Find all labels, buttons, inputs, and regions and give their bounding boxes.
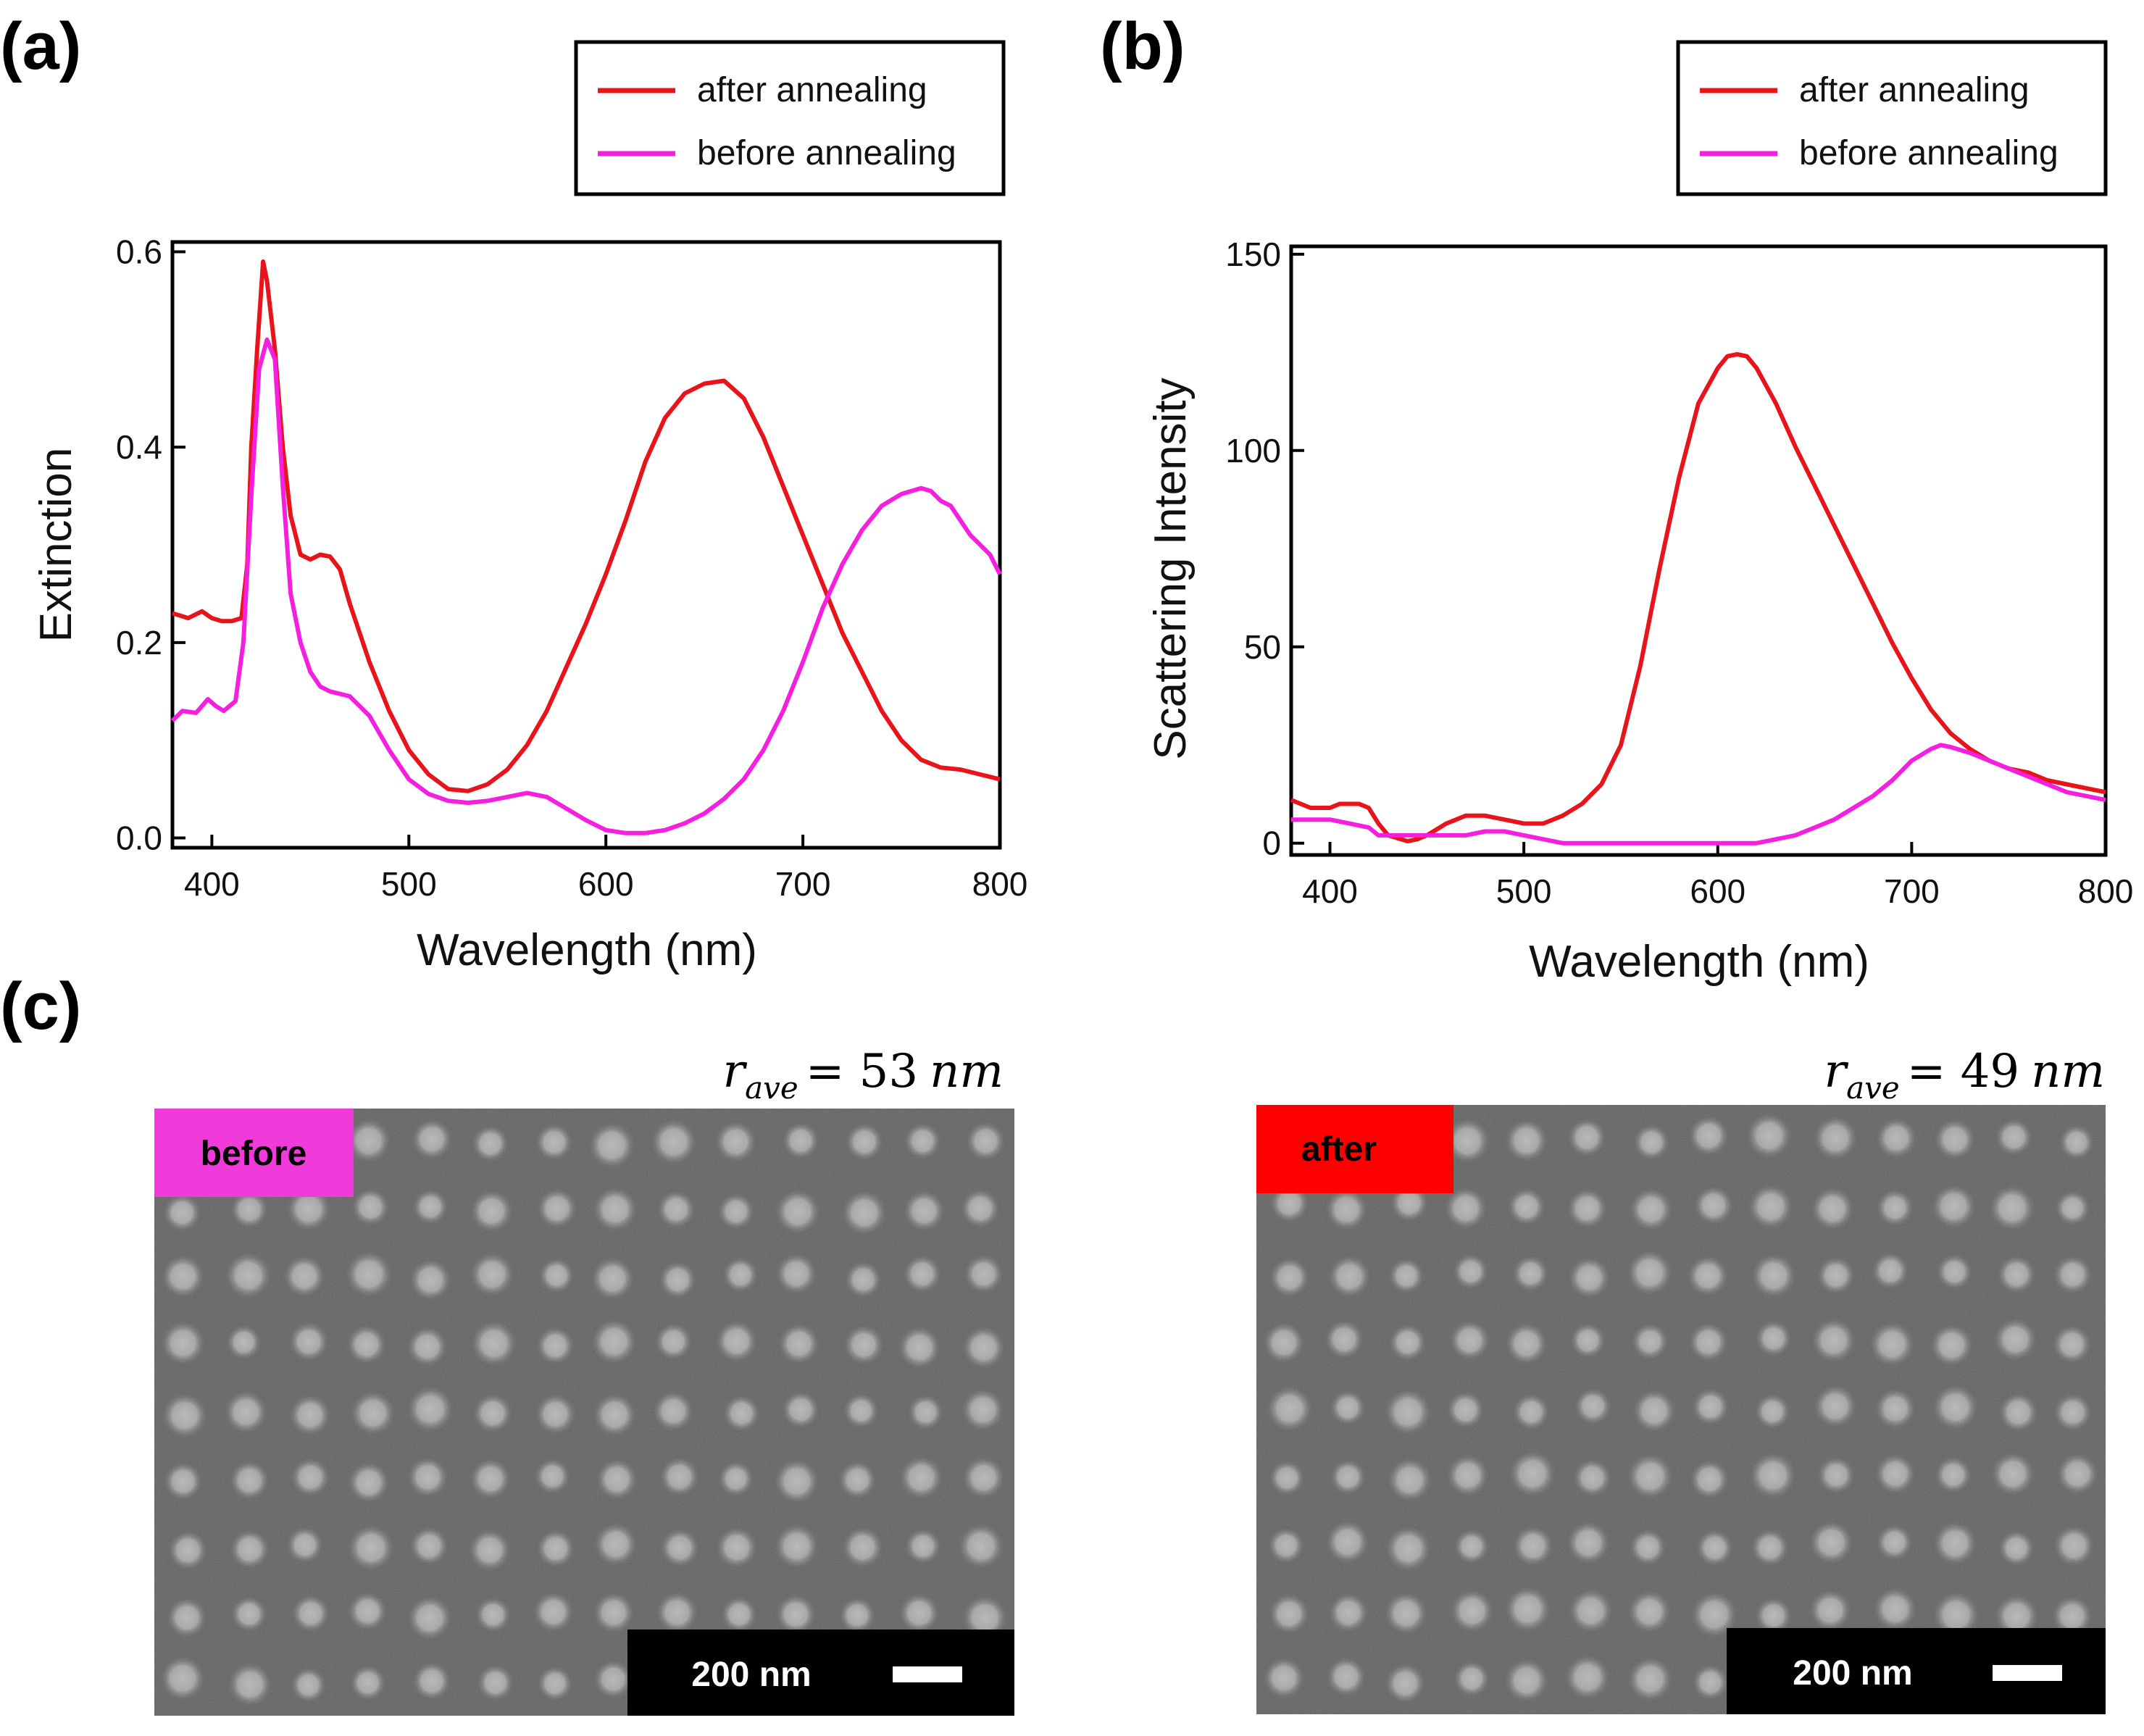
sem-after-panel: rave = 49 nm after 200 nm	[1256, 1045, 2106, 1714]
series-line-before	[170, 337, 1002, 835]
r-ave-before: rave = 53 nm	[722, 1045, 1004, 1106]
legend-label-after-a: after annealing	[697, 71, 927, 109]
y-tick-label: 0.4	[116, 428, 162, 466]
x-axis-b: 400 500 600 700 800	[1302, 842, 2133, 910]
legend-label-before-b: before annealing	[1799, 134, 2059, 172]
x-tick-label: 400	[184, 865, 240, 903]
after-badge	[1256, 1105, 1453, 1193]
x-tick-label: 400	[1302, 872, 1358, 910]
y-tick-label: 50	[1244, 628, 1281, 666]
y-tick-label: 0.2	[116, 624, 162, 662]
x-tick-label: 800	[2078, 872, 2134, 910]
series-line-after	[1290, 352, 2106, 843]
x-tick-label: 600	[578, 865, 634, 903]
r-ave-after: rave = 49 nm	[1824, 1045, 2105, 1106]
legend-label-after-b: after annealing	[1799, 71, 2030, 109]
x-axis-title-b: Wavelength (nm)	[1529, 937, 1869, 987]
plot-frame-b	[1289, 244, 2108, 857]
x-tick-label: 500	[381, 865, 437, 903]
series-group-a	[170, 259, 1002, 835]
legend-label-before-a: before annealing	[697, 134, 956, 172]
scale-bar-label-after: 200 nm	[1793, 1654, 1912, 1693]
extinction-chart: 0.0 0.2 0.4 0.6 400 500 600 700 800 Wavelength …	[31, 40, 1027, 975]
y-tick-label: 0.0	[116, 819, 162, 857]
x-axis-a: 400 500 600 700 800	[184, 835, 1027, 903]
x-tick-label: 500	[1496, 872, 1552, 910]
legend-b: after annealing before annealing	[1676, 40, 2108, 196]
y-tick-label: 150	[1225, 235, 1281, 273]
y-axis-a: 0.0 0.2 0.4 0.6	[116, 233, 185, 857]
y-axis-title-b: Scattering Intensity	[1146, 377, 1196, 759]
y-axis-b: 0 50 100 150	[1225, 235, 1304, 862]
x-tick-label: 800	[972, 865, 1028, 903]
before-badge-label: before	[201, 1135, 307, 1173]
legend-a: after annealing before annealing	[574, 40, 1006, 196]
y-tick-label: 0	[1262, 825, 1281, 862]
y-axis-title-a: Extinction	[31, 448, 81, 643]
panel-label-c: (c)	[0, 969, 81, 1043]
sem-before-panel: rave = 53 nm before 200 nm	[154, 1045, 1014, 1716]
y-tick-label: 100	[1225, 432, 1281, 470]
x-tick-label: 700	[775, 865, 831, 903]
y-tick-label: 0.6	[116, 233, 162, 270]
panel-label-b: (b)	[1100, 9, 1185, 83]
panel-label-a: (a)	[0, 9, 81, 83]
sem-noise-before	[154, 1109, 1014, 1716]
series-line-before	[1291, 743, 2106, 846]
x-tick-label: 600	[1690, 872, 1745, 910]
before-badge	[154, 1109, 354, 1197]
legend-box-a	[574, 40, 1006, 196]
scale-bar-label-before: 200 nm	[691, 1656, 811, 1694]
after-badge-label: after	[1301, 1130, 1377, 1169]
plot-frame-a	[170, 240, 1002, 850]
x-tick-label: 700	[1884, 872, 1940, 910]
legend-box-b	[1676, 40, 2108, 196]
series-line-after	[172, 259, 1001, 793]
series-group-b	[1290, 352, 2106, 846]
x-axis-title-a: Wavelength (nm)	[417, 925, 757, 975]
scale-bar-before	[893, 1666, 962, 1682]
scale-bar-after	[1993, 1665, 2062, 1681]
sem-noise-after	[1256, 1105, 2106, 1714]
scattering-chart: 0 50 100 150 400 500 600 700 800 Wavelength (nm…	[1146, 40, 2133, 987]
